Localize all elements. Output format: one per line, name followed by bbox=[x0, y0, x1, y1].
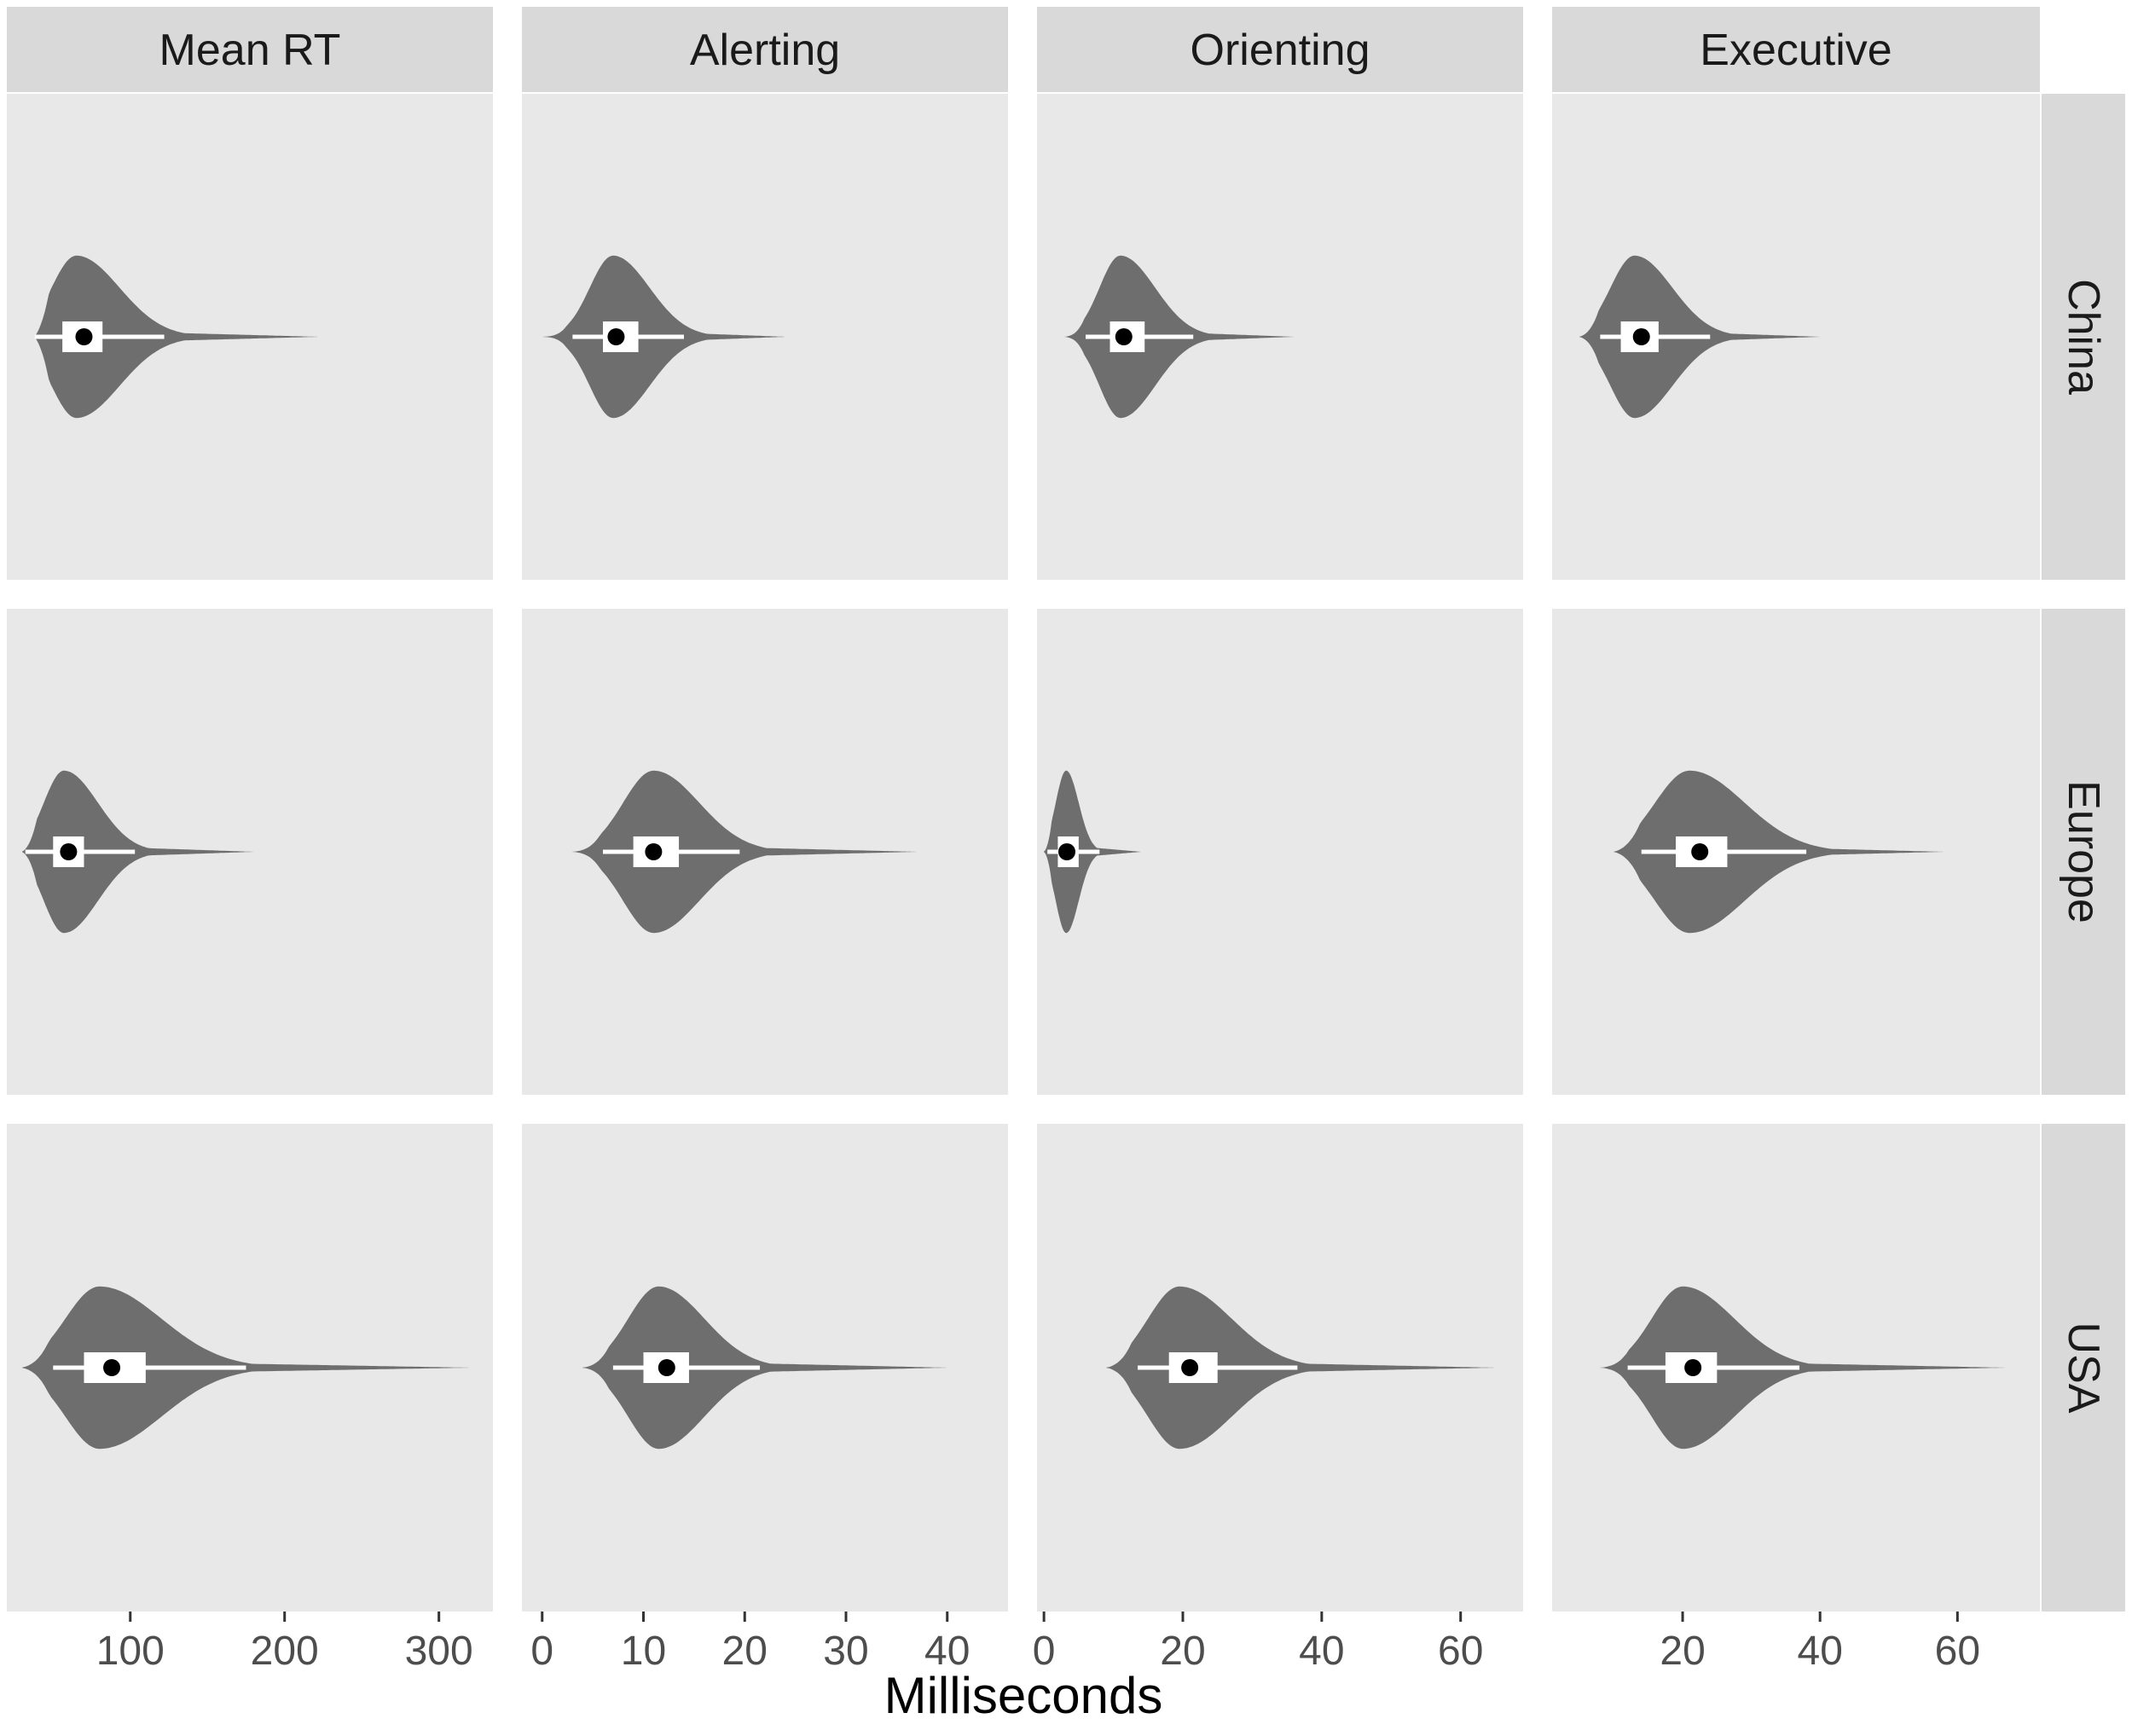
median-point bbox=[645, 843, 663, 860]
x-tick-label: 0 bbox=[1033, 1629, 1056, 1674]
median-point bbox=[75, 328, 93, 345]
x-tick-label: 300 bbox=[405, 1629, 473, 1674]
row-strip-europe bbox=[2042, 609, 2125, 1095]
median-point bbox=[1181, 1359, 1199, 1376]
row-strip-label: China bbox=[2059, 279, 2108, 395]
median-point bbox=[60, 843, 78, 860]
x-tick-label: 20 bbox=[1660, 1629, 1705, 1674]
column-strip-label: Alerting bbox=[690, 26, 840, 75]
x-tick-label: 0 bbox=[530, 1629, 553, 1674]
violin-shape bbox=[1600, 1286, 2006, 1450]
axes-layer: 100 200 300 0 10 20 30 40 0 20 40 60 20 40 60 bbox=[96, 1612, 1980, 1674]
column-strip-executive bbox=[1552, 7, 2040, 92]
median-point bbox=[1632, 328, 1650, 345]
violin-orienting-usa bbox=[1106, 1286, 1496, 1450]
x-tick-label: 40 bbox=[1798, 1629, 1843, 1674]
x-tick-label: 40 bbox=[924, 1629, 970, 1674]
x-tick-label: 30 bbox=[823, 1629, 868, 1674]
row-strip-label: Europe bbox=[2059, 780, 2108, 923]
median-point bbox=[1115, 328, 1133, 345]
violin-mean-rt-usa bbox=[22, 1286, 470, 1450]
violin-mean-rt-china bbox=[34, 255, 319, 419]
x-tick-label: 10 bbox=[621, 1629, 666, 1674]
violin-shape bbox=[22, 1286, 470, 1450]
x-tick-label: 60 bbox=[1935, 1629, 1980, 1674]
median-point bbox=[1684, 1359, 1702, 1376]
median-point bbox=[1691, 843, 1709, 860]
violin-executive-usa bbox=[1600, 1286, 2006, 1450]
violin-shape bbox=[22, 770, 254, 934]
x-axis-title: Milliseconds bbox=[884, 1667, 1163, 1724]
violin-executive-china bbox=[1579, 255, 1821, 419]
row-strip-label: USA bbox=[2059, 1322, 2108, 1414]
x-tick-label: 200 bbox=[251, 1629, 319, 1674]
strips-layer: Mean RT Alerting Orienting Executive China Eu… bbox=[7, 7, 2125, 1612]
violin-orienting-china bbox=[1064, 255, 1295, 419]
row-strip-usa bbox=[2042, 1124, 2125, 1612]
violin-alerting-usa bbox=[582, 1286, 947, 1450]
violin-mean-rt-europe bbox=[22, 770, 254, 934]
median-point bbox=[1058, 843, 1076, 860]
violin-shape bbox=[1106, 1286, 1496, 1450]
median-point bbox=[103, 1359, 121, 1376]
x-tick-label: 40 bbox=[1299, 1629, 1344, 1674]
row-strip-china bbox=[2042, 94, 2125, 580]
x-tick-label: 100 bbox=[96, 1629, 165, 1674]
violin-executive-europe bbox=[1613, 770, 1944, 934]
median-point bbox=[607, 328, 625, 345]
x-tick-label: 20 bbox=[722, 1629, 768, 1674]
column-strip-mean-rt bbox=[7, 7, 493, 92]
violin-orienting-europe bbox=[1044, 770, 1142, 934]
violin-alerting-europe bbox=[572, 770, 918, 934]
violin-shape bbox=[572, 770, 918, 934]
column-strip-orienting bbox=[1037, 7, 1523, 92]
x-tick-label: 60 bbox=[1438, 1629, 1483, 1674]
column-strip-label: Orienting bbox=[1191, 26, 1370, 75]
violin-shape bbox=[34, 255, 319, 419]
median-point bbox=[658, 1359, 675, 1376]
violin-alerting-china bbox=[542, 255, 785, 419]
panels-layer bbox=[7, 94, 2040, 1612]
column-strip-label: Mean RT bbox=[159, 26, 341, 75]
column-strip-alerting bbox=[522, 7, 1008, 92]
violin-shape bbox=[582, 1286, 947, 1450]
column-strip-label: Executive bbox=[1700, 26, 1892, 75]
x-tick-label: 20 bbox=[1160, 1629, 1205, 1674]
